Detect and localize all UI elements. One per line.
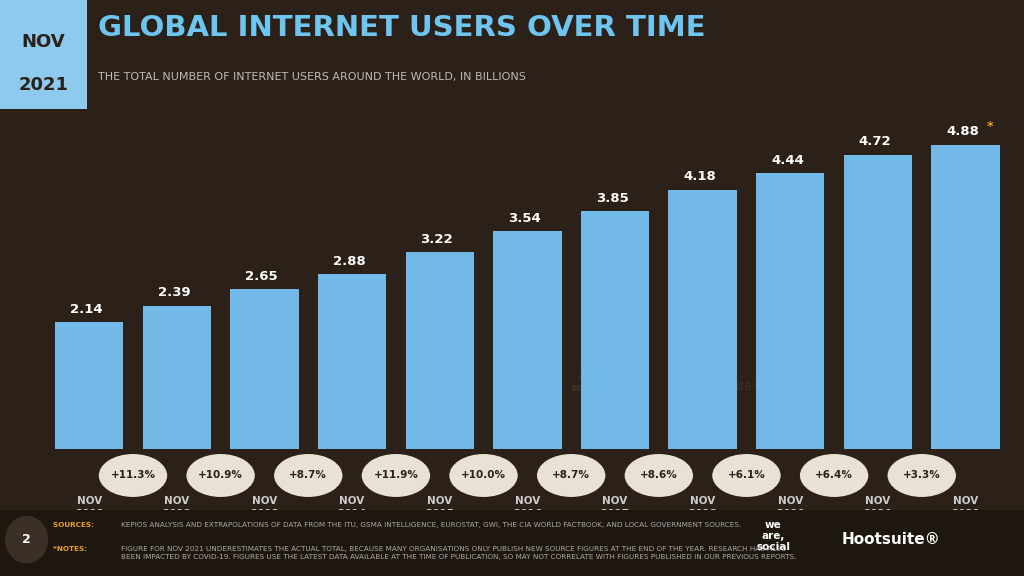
Text: 4.88: 4.88 <box>946 125 979 138</box>
Text: +10.9%: +10.9% <box>199 471 243 480</box>
Bar <box>669 190 737 461</box>
Bar <box>844 155 912 461</box>
Text: +3.3%: +3.3% <box>903 471 941 480</box>
Ellipse shape <box>886 452 957 499</box>
Text: 3.85: 3.85 <box>596 192 629 205</box>
Text: we
are
social: we are social <box>570 359 606 393</box>
Text: NOV
2015: NOV 2015 <box>425 496 455 520</box>
Text: we
are,
social: we are, social <box>756 521 791 552</box>
Text: NOV
2013: NOV 2013 <box>250 496 279 520</box>
Text: KEPIOS ANALYSIS AND EXTRAPOLATIONS OF DATA FROM THE ITU, GSMA INTELLIGENCE, EURO: KEPIOS ANALYSIS AND EXTRAPOLATIONS OF DA… <box>121 522 741 528</box>
Text: Hootsuite®: Hootsuite® <box>842 532 940 547</box>
Text: +11.3%: +11.3% <box>111 471 156 480</box>
Text: *NOTES:: *NOTES: <box>53 545 90 552</box>
Text: 2021: 2021 <box>18 77 69 94</box>
Text: 2.39: 2.39 <box>158 286 190 300</box>
Text: GLOBAL INTERNET USERS OVER TIME: GLOBAL INTERNET USERS OVER TIME <box>98 14 706 43</box>
Text: SOURCES:: SOURCES: <box>53 522 96 528</box>
Text: 4.72: 4.72 <box>859 135 891 149</box>
Text: *: * <box>986 120 993 133</box>
Text: +6.1%: +6.1% <box>728 471 765 480</box>
Text: NOV
2012: NOV 2012 <box>162 496 191 520</box>
Text: NOV
2020: NOV 2020 <box>863 496 893 520</box>
Text: +10.0%: +10.0% <box>461 471 506 480</box>
Text: NOV
2019: NOV 2019 <box>776 496 805 520</box>
Text: +8.6%: +8.6% <box>640 471 678 480</box>
Bar <box>230 289 299 461</box>
Text: NOV
2016: NOV 2016 <box>513 496 542 520</box>
Text: +8.7%: +8.7% <box>552 471 590 480</box>
Ellipse shape <box>711 452 782 499</box>
Text: Hootsuite®: Hootsuite® <box>692 380 765 393</box>
Text: NOV
2018: NOV 2018 <box>688 496 717 520</box>
Text: 4.44: 4.44 <box>771 154 804 166</box>
Text: NOV
2011: NOV 2011 <box>75 496 103 520</box>
Text: +8.7%: +8.7% <box>290 471 328 480</box>
Text: THE TOTAL NUMBER OF INTERNET USERS AROUND THE WORLD, IN BILLIONS: THE TOTAL NUMBER OF INTERNET USERS AROUN… <box>98 72 526 82</box>
Text: FIGURE FOR NOV 2021 UNDERESTIMATES THE ACTUAL TOTAL, BECAUSE MANY ORGANISATIONS : FIGURE FOR NOV 2021 UNDERESTIMATES THE A… <box>121 545 797 560</box>
Bar <box>932 145 999 461</box>
Text: +6.4%: +6.4% <box>815 471 853 480</box>
Bar <box>142 306 211 461</box>
Ellipse shape <box>5 516 48 563</box>
Ellipse shape <box>360 452 432 499</box>
Bar <box>55 322 123 461</box>
Ellipse shape <box>798 452 870 499</box>
Ellipse shape <box>447 452 519 499</box>
Text: 2.65: 2.65 <box>245 270 278 283</box>
Bar <box>317 274 386 461</box>
Bar <box>406 252 474 461</box>
Ellipse shape <box>272 452 344 499</box>
Text: 2.14: 2.14 <box>70 302 102 316</box>
Text: 3.54: 3.54 <box>508 212 541 225</box>
Text: 3.22: 3.22 <box>421 233 453 245</box>
Bar <box>756 173 824 461</box>
Text: +11.9%: +11.9% <box>374 471 419 480</box>
Ellipse shape <box>97 452 169 499</box>
Bar <box>581 211 649 461</box>
Text: 2: 2 <box>23 533 31 546</box>
Text: NOV
2017: NOV 2017 <box>600 496 630 520</box>
Bar <box>494 232 561 461</box>
Ellipse shape <box>536 452 607 499</box>
Text: NOV
2014: NOV 2014 <box>338 496 367 520</box>
Text: 2.88: 2.88 <box>333 255 366 268</box>
Text: NOV: NOV <box>22 33 66 51</box>
Ellipse shape <box>623 452 694 499</box>
Text: 4.18: 4.18 <box>683 170 716 184</box>
Ellipse shape <box>184 452 257 499</box>
Text: NOV
2021: NOV 2021 <box>951 496 980 520</box>
